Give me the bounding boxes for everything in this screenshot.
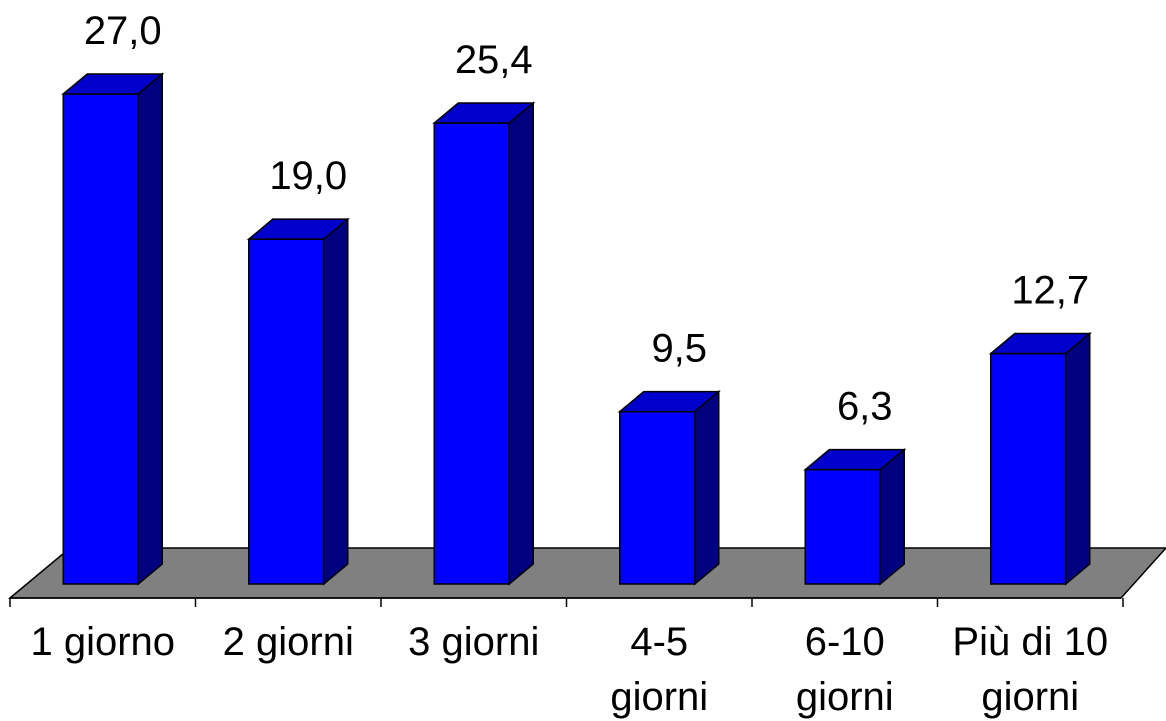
- bar-side: [879, 448, 905, 586]
- bar: [617, 389, 721, 586]
- bar-side: [137, 72, 163, 586]
- bar-value-label: 6,3: [837, 385, 893, 429]
- bar-side: [694, 389, 720, 586]
- x-tick-label: 6-10: [805, 620, 885, 664]
- x-tick-label: giorni: [981, 675, 1079, 719]
- bar-front: [619, 410, 696, 585]
- bar-value-label: 25,4: [455, 38, 533, 82]
- x-tick-label: Più di 10: [952, 620, 1108, 664]
- bar-value-label: 9,5: [651, 327, 707, 371]
- bar: [988, 331, 1092, 586]
- bar-front: [62, 93, 139, 585]
- bar-front: [990, 352, 1067, 585]
- bar-side: [508, 101, 534, 586]
- x-tick-label: giorni: [610, 675, 708, 719]
- bar-side: [1065, 331, 1091, 586]
- bar-side: [323, 217, 349, 586]
- x-tick-label: 2 giorni: [223, 620, 354, 664]
- x-tick-label: 3 giorni: [408, 620, 539, 664]
- bar-front: [804, 468, 881, 585]
- bar-front: [248, 238, 325, 585]
- bar: [432, 101, 536, 586]
- bar: [803, 448, 907, 586]
- bar-value-label: 12,7: [1011, 269, 1089, 313]
- bar: [61, 72, 165, 586]
- bar: [246, 217, 350, 586]
- bar-front: [433, 122, 510, 585]
- x-tick-label: 1 giorno: [30, 620, 175, 664]
- bar-value-label: 19,0: [269, 154, 347, 198]
- x-tick-label: 4-5: [630, 620, 688, 664]
- x-tick-label: giorni: [796, 675, 894, 719]
- bar-value-label: 27,0: [84, 9, 162, 53]
